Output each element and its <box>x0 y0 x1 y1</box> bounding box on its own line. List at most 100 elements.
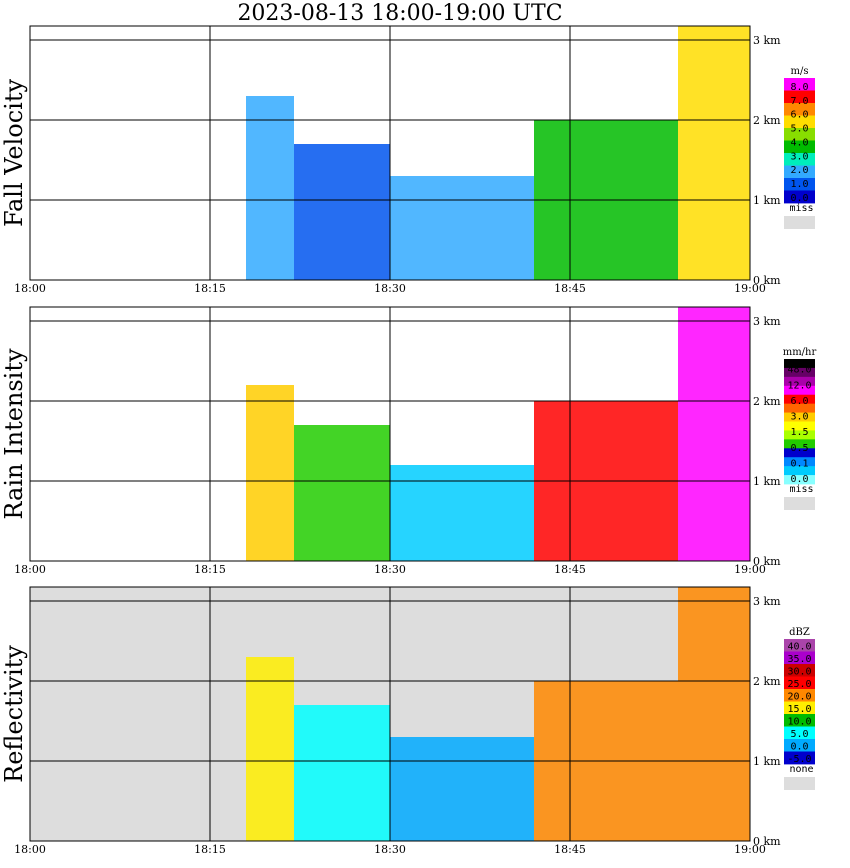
echo-band <box>678 587 750 841</box>
colorbar-label: 3.0 <box>790 151 808 162</box>
colorbar-label: 0.0 <box>790 474 808 485</box>
colorbar-label: 2.0 <box>790 165 808 176</box>
colorbar-label: 25.0 <box>787 679 811 690</box>
colorbar-swatch <box>784 466 815 476</box>
colorbar-swatch <box>784 412 815 422</box>
colorbar-swatch <box>784 439 815 449</box>
colorbar-swatch <box>784 701 815 715</box>
colorbar-swatch <box>784 376 815 387</box>
colorbar-swatch <box>784 676 815 690</box>
colorbar-swatch <box>784 78 815 91</box>
colorbar-label: 15.0 <box>787 704 811 715</box>
colorbar-label: 4.0 <box>790 137 808 148</box>
plot-frame <box>29 306 751 562</box>
x-tick-label: 18:15 <box>194 843 226 856</box>
y-tick-label: 1 km <box>753 194 781 207</box>
y-tick-label: 0 km <box>753 835 781 848</box>
colorbar-label: 12.0 <box>787 380 811 391</box>
x-tick-label: 18:00 <box>14 282 46 295</box>
colorbar: dBZ 40.035.0 30.025.0 20.015.0 10.05.0 0.0-5.… <box>784 627 815 790</box>
colorbar-swatch <box>784 153 815 166</box>
figure-title: 2023-08-13 18:00-19:00 UTC <box>237 1 563 26</box>
colorbar-missing-swatch <box>784 497 815 510</box>
x-tick-label: 18:15 <box>194 282 226 295</box>
colorbar-swatch <box>784 751 815 765</box>
colorbar-swatch <box>784 165 815 179</box>
colorbar-swatch <box>784 190 815 204</box>
y-tick-label: 1 km <box>753 755 781 768</box>
y-tick-label: 2 km <box>753 395 781 408</box>
x-tick-label: 18:45 <box>554 282 586 295</box>
colorbar-label: 7.0 <box>790 96 808 107</box>
colorbar-swatch <box>784 726 815 740</box>
colorbar-swatch <box>784 475 815 485</box>
x-tick-label: 18:30 <box>374 282 406 295</box>
x-tick-label: 18:45 <box>554 563 586 576</box>
colorbar-swatch <box>784 664 815 677</box>
panel-3: 18:00 18:15 18:30 18:45 19:000 km 1 km 2 km 3 k… <box>0 586 815 856</box>
colorbar-label: 35.0 <box>787 654 811 665</box>
echo-band <box>678 26 750 280</box>
panel-2: 18:00 18:15 18:30 18:45 19:000 km 1 km 2 km 3 k… <box>0 306 817 576</box>
colorbar-swatch <box>784 128 815 141</box>
echo-band <box>246 657 294 841</box>
colorbar-swatch <box>784 115 815 129</box>
colorbar-swatch <box>784 90 815 104</box>
colorbar-label: 40.0 <box>787 642 811 653</box>
colorbar-label: 1.5 <box>790 427 808 438</box>
echo-band <box>294 705 390 841</box>
echo-band <box>390 737 534 841</box>
y-tick-label: 2 km <box>753 675 781 688</box>
panel-ylabel: Reflectivity <box>0 645 28 783</box>
colorbar-label: 0.0 <box>790 742 808 753</box>
colorbar-label: 6.0 <box>790 396 808 407</box>
panel-1: 18:00 18:15 18:30 18:45 19:000 km 1 km 2 km 3 k… <box>0 25 815 295</box>
plot-frame <box>29 586 751 842</box>
colorbar-label: -5.0 <box>787 754 811 765</box>
echo-band <box>390 465 534 561</box>
colorbar-swatch <box>784 689 815 702</box>
x-tick-label: 18:30 <box>374 563 406 576</box>
x-tick-label: 18:00 <box>14 843 46 856</box>
colorbar-label: 6.0 <box>790 110 808 121</box>
colorbar-swatch <box>784 140 815 154</box>
y-tick-label: 1 km <box>753 475 781 488</box>
colorbar-swatch <box>784 457 815 467</box>
colorbar-swatch <box>784 403 815 413</box>
colorbar-label: 48.0 <box>787 365 811 376</box>
colorbar-swatch <box>784 651 815 665</box>
plot-frame <box>29 25 751 281</box>
colorbar-missing-swatch <box>784 216 815 229</box>
colorbar-label: 20.0 <box>787 692 811 703</box>
colorbar-label: 0.1 <box>790 458 808 469</box>
echo-band <box>294 425 390 561</box>
colorbar-label: 0.5 <box>790 443 808 454</box>
colorbar-missing-label: miss <box>789 203 813 214</box>
colorbar-label: 1.0 <box>790 179 808 190</box>
echo-band <box>678 307 750 561</box>
colorbar-label: 5.0 <box>790 729 808 740</box>
y-tick-label: 3 km <box>753 315 781 328</box>
x-tick-label: 19:00 <box>734 843 766 856</box>
colorbar-missing-swatch <box>784 777 815 790</box>
colorbar-unit: dBZ <box>789 627 810 638</box>
x-tick-label: 18:15 <box>194 563 226 576</box>
colorbar-swatch <box>784 739 815 752</box>
colorbar-swatch <box>784 421 815 431</box>
colorbar-missing-label: none <box>789 764 813 775</box>
colorbar-label: 30.0 <box>787 667 811 678</box>
x-tick-label: 18:30 <box>374 843 406 856</box>
colorbar-label: 5.0 <box>790 124 808 135</box>
colorbar-swatch <box>784 394 815 405</box>
x-tick-label: 18:00 <box>14 563 46 576</box>
x-tick-label: 19:00 <box>734 282 766 295</box>
panel-ylabel: Rain Intensity <box>0 348 28 520</box>
colorbar-swatch <box>784 639 815 652</box>
colorbar-unit: mm/hr <box>783 347 817 358</box>
x-tick-label: 19:00 <box>734 563 766 576</box>
echo-band <box>246 385 294 561</box>
colorbar-swatch <box>784 103 815 116</box>
